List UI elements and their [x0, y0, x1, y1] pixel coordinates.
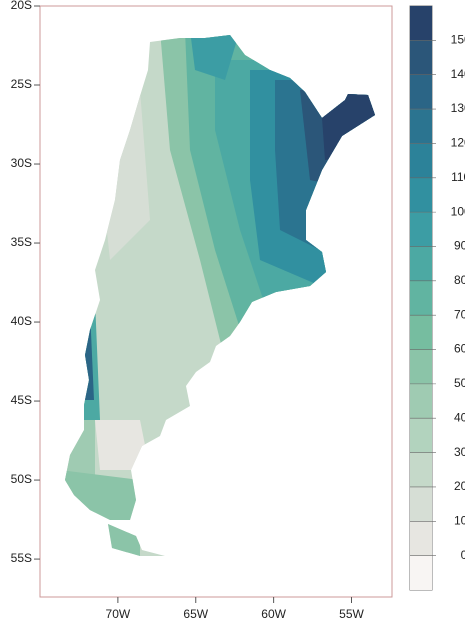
colorbar-bin: [410, 40, 432, 75]
colorbar-label: 500: [454, 376, 465, 390]
colorbar-label: 600: [454, 342, 465, 356]
x-tick-label: 70W: [106, 607, 131, 621]
colorbar-label: 1300: [451, 101, 465, 115]
colorbar-label: 100: [454, 513, 465, 527]
colorbar-bin: [410, 418, 432, 453]
y-tick-label: 20S: [11, 0, 32, 12]
y-tick-label: 35S: [11, 235, 32, 249]
colorbar-label: 1100: [451, 170, 465, 184]
x-tick-label: 65W: [183, 607, 208, 621]
map-frame: [39, 5, 393, 598]
colorbar-bin: [410, 143, 432, 178]
colorbar-label: 0: [461, 548, 465, 562]
colorbar-label: 700: [454, 307, 465, 321]
colorbar-label: 1200: [451, 136, 465, 150]
colorbar-bin: [410, 212, 432, 247]
colorbar-label: 300: [454, 445, 465, 459]
colorbar-bin: [410, 6, 432, 41]
y-tick-label: 55S: [11, 551, 32, 565]
colorbar-label: 900: [454, 239, 465, 253]
colorbar-label: 400: [454, 410, 465, 424]
colorbar-bin: [410, 486, 432, 522]
x-tick-label: 55W: [339, 607, 364, 621]
colorbar-bin: [410, 74, 432, 110]
colorbar-bin: [410, 521, 432, 556]
x-tick-label: 60W: [261, 607, 286, 621]
colorbar-label: 1500: [451, 33, 465, 47]
y-tick-label: 25S: [11, 77, 32, 91]
colorbar-label: 200: [454, 479, 465, 493]
colorbar-bin: [410, 383, 432, 419]
colorbar-bin: [410, 452, 432, 487]
colorbar-bin: [410, 246, 432, 281]
colorbar-bin: [410, 280, 432, 316]
colorbar-label: 800: [454, 273, 465, 287]
colorbar-bin: [410, 555, 432, 590]
precipitation-field: [65, 35, 375, 556]
colorbar-bin: [410, 177, 432, 213]
colorbar-label: 1000: [451, 204, 465, 218]
y-tick-label: 50S: [11, 472, 32, 486]
colorbar-label: 1400: [451, 67, 465, 81]
colorbar-bin: [410, 109, 432, 144]
y-tick-label: 30S: [11, 156, 32, 170]
y-tick-label: 45S: [11, 393, 32, 407]
colorbar-bin: [410, 349, 432, 384]
colorbar-bin: [410, 315, 432, 350]
y-tick-label: 40S: [11, 314, 32, 328]
